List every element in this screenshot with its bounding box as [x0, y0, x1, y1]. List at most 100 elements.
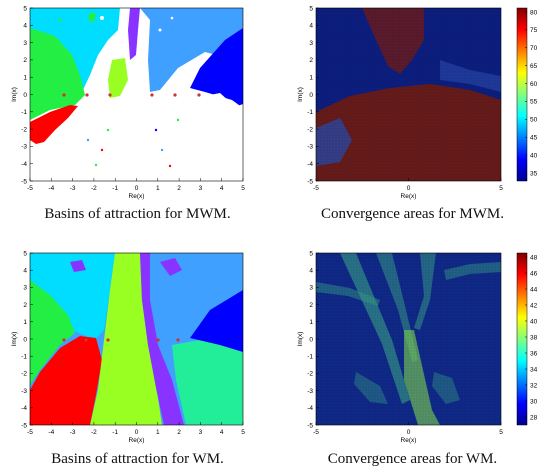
y-tick-label: -2: [307, 126, 313, 133]
y-tick-label: 5: [309, 5, 313, 12]
y-tick-label: 3: [309, 40, 313, 47]
x-tick-label: 1: [156, 185, 160, 192]
x-tick-label: 1: [156, 429, 160, 436]
y-tick-label: 5: [23, 5, 27, 12]
y-tick-label: 5: [23, 250, 27, 257]
colorbar-tick-label: 75: [530, 27, 538, 34]
y-axis-label: Im(x): [11, 332, 18, 347]
y-tick-label: 2: [23, 57, 27, 64]
x-tick-label: -2: [91, 429, 97, 436]
y-tick-label: 2: [309, 302, 313, 309]
colorbar-tick-label: 38: [530, 334, 538, 341]
basins-wm-plot: [30, 253, 243, 425]
x-tick-label: -3: [70, 185, 76, 192]
colorbar-tick-label: 60: [530, 81, 538, 88]
colorbar-mwm: [516, 7, 528, 182]
colorbar-tick-label: 32: [530, 382, 538, 389]
x-tick-label: -1: [112, 185, 118, 192]
colorbar-tick-label: 35: [530, 170, 538, 177]
y-tick-label: -4: [21, 161, 27, 168]
x-tick-label: 0: [135, 185, 139, 192]
y-tick-label: 2: [309, 57, 313, 64]
y-tick-label: -1: [307, 354, 313, 361]
y-tick-label: -2: [21, 371, 27, 378]
x-tick-label: -1: [112, 429, 118, 436]
colorbar-tick-label: 28: [530, 414, 538, 421]
y-tick-label: 1: [309, 75, 313, 82]
x-tick-label: -2: [91, 185, 97, 192]
colorbar-wm: [516, 252, 528, 426]
x-tick-label: 5: [499, 185, 503, 192]
y-tick-label: -5: [21, 178, 27, 185]
colorbar-tick-label: 40: [530, 318, 538, 325]
y-tick-label: 1: [23, 75, 27, 82]
basins-mwm-plot: [30, 8, 243, 181]
convergence-mwm-plot: [316, 8, 501, 181]
x-tick-label: 4: [220, 429, 224, 436]
x-tick-label: 5: [499, 429, 503, 436]
x-tick-label: 5: [241, 185, 245, 192]
x-tick-label: -5: [27, 185, 33, 192]
y-axis-label: Im(x): [11, 87, 18, 102]
y-tick-label: -3: [307, 388, 313, 395]
convergence-mwm-panel: [315, 7, 528, 182]
caption-basins-wm: Basins of attraction for WM.: [51, 451, 224, 467]
y-tick-label: -4: [307, 405, 313, 412]
axis-labels: -5 -4 -3 -2 -1 0 1 2 3 4 5543210-1-2-3-4-5Re(x)Im(…: [11, 5, 538, 444]
colorbar-tick-label: 40: [530, 152, 538, 159]
y-tick-label: 4: [309, 23, 313, 30]
y-tick-label: 0: [309, 92, 313, 99]
y-axis-label: Im(x): [297, 332, 304, 347]
x-tick-label: 2: [177, 429, 181, 436]
y-tick-label: -3: [307, 144, 313, 151]
caption-basins-mwm: Basins of attraction for MWM.: [44, 206, 231, 222]
convergence-wm-panel: [315, 252, 528, 426]
y-tick-label: 1: [23, 319, 27, 326]
x-tick-label: 4: [220, 185, 224, 192]
colorbar-tick-label: 65: [530, 63, 538, 70]
y-tick-label: 0: [309, 336, 313, 343]
y-tick-label: 3: [309, 285, 313, 292]
colorbar-tick-label: 80: [530, 9, 538, 16]
y-tick-label: 3: [23, 285, 27, 292]
y-tick-label: 4: [309, 268, 313, 275]
x-tick-label: -3: [70, 429, 76, 436]
x-tick-label: -5: [313, 429, 319, 436]
y-tick-label: 5: [309, 250, 313, 257]
x-axis-label: Re(x): [129, 437, 145, 444]
colorbar-tick-label: 30: [530, 398, 538, 405]
x-tick-label: -5: [313, 185, 319, 192]
y-tick-label: -4: [307, 161, 313, 168]
colorbar-tick-label: 55: [530, 99, 538, 106]
x-tick-label: 3: [199, 185, 203, 192]
y-tick-label: -5: [307, 178, 313, 185]
x-axis-label: Re(x): [401, 193, 417, 200]
y-tick-label: -2: [307, 371, 313, 378]
convergence-wm-plot: [316, 253, 501, 425]
x-axis-label: Re(x): [129, 193, 145, 200]
y-tick-label: 0: [23, 336, 27, 343]
colorbar-tick-label: 45: [530, 135, 538, 142]
y-tick-label: 0: [23, 92, 27, 99]
colorbar-tick-label: 44: [530, 286, 538, 293]
x-tick-label: -4: [48, 185, 54, 192]
colorbar-tick-label: 46: [530, 270, 538, 277]
y-tick-label: -5: [21, 422, 27, 429]
x-tick-label: 0: [135, 429, 139, 436]
x-tick-label: -5: [27, 429, 33, 436]
x-tick-label: -4: [48, 429, 54, 436]
x-tick-label: 3: [199, 429, 203, 436]
colorbar-tick-label: 42: [530, 302, 538, 309]
y-tick-label: -3: [21, 144, 27, 151]
colorbar-tick-label: 50: [530, 117, 538, 124]
colorbar-tick-label: 34: [530, 366, 538, 373]
y-tick-label: 1: [309, 319, 313, 326]
y-tick-label: 3: [23, 40, 27, 47]
x-axis-label: Re(x): [401, 437, 417, 444]
y-tick-label: -1: [21, 354, 27, 361]
y-tick-label: -1: [21, 109, 27, 116]
caption-convergence-wm: Convergence areas for WM.: [327, 451, 498, 467]
y-tick-label: 4: [23, 23, 27, 30]
colorbar-tick-label: 48: [530, 254, 538, 261]
